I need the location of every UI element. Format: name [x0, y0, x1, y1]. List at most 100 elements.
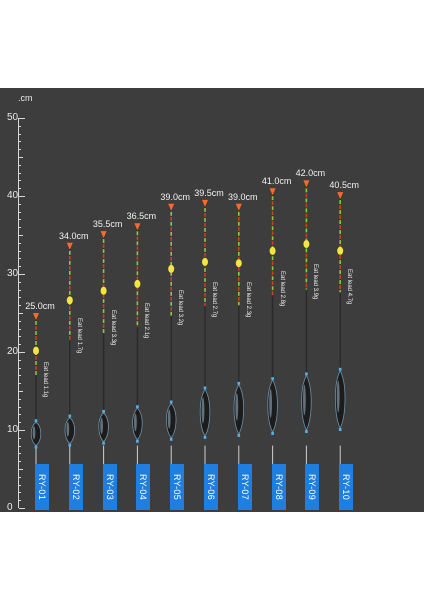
float-eat-lead-label: Eat lead 2.3g [244, 281, 251, 318]
float-eat-lead-label: Eat lead 3.9g [312, 264, 319, 300]
float-collar-top [34, 419, 38, 423]
float-7 [233, 203, 244, 505]
float-length-label: 40.5cm [329, 180, 359, 191]
float-body-highlight [167, 409, 171, 429]
float-eat-lead-label: Eat lead 1.1g [42, 361, 48, 397]
ruler-tick [19, 141, 21, 143]
float-collar-bottom [271, 431, 274, 435]
float-chart-stage: .cm 50 40 30 20 10 0 25.0cm Eat lead 1.1g RY-01 3… [0, 88, 424, 513]
float-length-label: 42.0cm [295, 168, 326, 179]
ruler-tick [19, 461, 21, 463]
float-body-highlight [134, 413, 137, 432]
ruler-tick [19, 157, 23, 158]
float-model-label: RY-08 [273, 473, 284, 501]
ruler-tick [19, 414, 21, 416]
product-image-panel: .cm 50 40 30 20 10 0 25.0cm Eat lead 1.1g RY-01 3… [0, 88, 424, 513]
float-body-highlight [100, 417, 103, 434]
float-yellow-bead [134, 279, 141, 288]
float-body-highlight [66, 421, 70, 437]
float-tip [303, 180, 310, 188]
float-body-highlight [32, 426, 36, 440]
float-collar-top [271, 377, 274, 381]
float-length-label: 36.5cm [126, 211, 157, 222]
ruler-tick [19, 164, 21, 166]
float-model-tag: RY-04 [136, 464, 151, 510]
float-collar-bottom [68, 443, 72, 447]
float-collar-top [169, 400, 173, 404]
float-body-highlight [303, 384, 306, 416]
float-model-label: RY-07 [239, 473, 250, 501]
float-tip [202, 199, 208, 207]
float-model-label: RY-01 [37, 473, 47, 501]
float-model-label: RY-03 [104, 473, 115, 501]
float-model-tag: RY-03 [102, 464, 117, 510]
ruler-tick [19, 242, 21, 244]
float-length-label: 41.0cm [261, 176, 292, 187]
float-model-label: RY-02 [70, 473, 81, 501]
float-1 [30, 313, 42, 505]
ruler-tick-label: 30 [7, 268, 19, 279]
float-model-label: RY-04 [138, 473, 149, 501]
ruler-tick [19, 211, 21, 213]
ruler-tick [19, 453, 21, 455]
ruler-line [18, 118, 19, 508]
float-collar-bottom [169, 437, 173, 441]
float-model-tag: RY-10 [339, 464, 354, 510]
float-collar-bottom [305, 430, 308, 433]
ruler-tick [19, 367, 21, 369]
ruler-tick [19, 297, 21, 299]
float-collar-top [305, 372, 308, 376]
float-yellow-bead [100, 286, 107, 295]
float-8 [267, 188, 278, 505]
float-collar-top [203, 386, 207, 390]
ruler-tick [19, 227, 21, 229]
ruler-tick [19, 383, 21, 385]
float-yellow-bead [66, 296, 73, 305]
ruler-tick-label: 40 [7, 190, 19, 201]
ruler-tick-label: 20 [7, 346, 19, 357]
float-5 [166, 203, 177, 505]
ruler-unit-label: .cm [18, 93, 33, 103]
float-tip [168, 203, 175, 211]
ruler-tick [19, 500, 21, 502]
ruler-tick [19, 196, 25, 197]
float-body-highlight [235, 393, 239, 421]
float-model-label: RY-09 [307, 473, 318, 501]
float-model-tag: RY-05 [170, 464, 185, 510]
ruler-tick [19, 133, 21, 135]
ruler-tick [19, 281, 21, 283]
float-eat-lead-label: Eat lead 2.1g [143, 303, 150, 339]
float-tip [66, 242, 73, 250]
float-body-highlight [336, 380, 340, 413]
ruler-tick [19, 274, 25, 275]
ruler-tick [19, 406, 21, 408]
float-tip [235, 203, 242, 211]
float-model-tag: RY-01 [35, 464, 49, 510]
ruler-tick [19, 344, 21, 346]
ruler-tick [19, 352, 25, 353]
float-collar-top [102, 409, 105, 413]
float-length-label: 39.5cm [194, 187, 224, 198]
float-9 [301, 180, 312, 505]
float-body-highlight [269, 388, 272, 418]
ruler-tick [19, 508, 25, 509]
ruler-tick [19, 149, 21, 151]
ruler-tick-label: 10 [7, 424, 19, 435]
float-yellow-bead [33, 346, 39, 355]
float-length-label: 39.0cm [228, 191, 258, 202]
ruler-tick [19, 476, 21, 478]
float-collar-top [237, 381, 241, 385]
ruler-tick [19, 375, 21, 377]
float-tip [33, 313, 39, 320]
float-collar-bottom [237, 433, 241, 437]
ruler-tick [19, 469, 23, 470]
ruler-tick [19, 250, 21, 252]
float-model-tag: RY-07 [237, 464, 252, 510]
ruler-tick-label: 0 [7, 502, 13, 513]
ruler-tick [19, 289, 21, 291]
float-eat-lead-label: Eat lead 4.7g [346, 269, 353, 305]
ruler-tick [19, 305, 21, 307]
float-model-label: RY-10 [341, 473, 352, 501]
float-model-label: RY-05 [172, 473, 183, 501]
float-model-tag: RY-08 [271, 464, 286, 510]
